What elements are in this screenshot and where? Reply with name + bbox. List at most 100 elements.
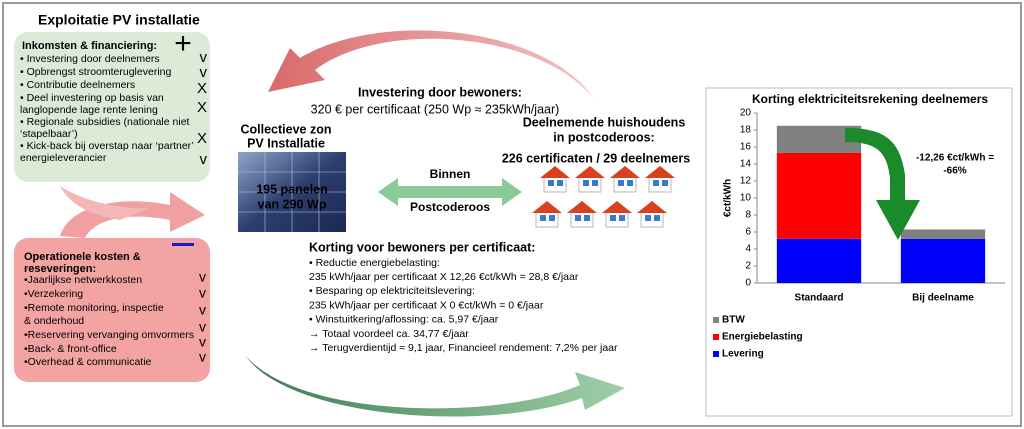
- legend-swatch: [713, 334, 719, 340]
- house-roof: [532, 201, 562, 213]
- households-title: in postcoderoos:: [553, 130, 654, 144]
- bar-segment: [900, 229, 986, 239]
- discount-title: Korting voor bewoners per certificaat:: [309, 240, 535, 254]
- house-window: [645, 215, 651, 221]
- income-item: • Kick-back bij overstap naar ‘partner’: [20, 140, 194, 152]
- x-tick-label: Standaard: [795, 293, 844, 304]
- panel-grid: [238, 152, 346, 232]
- exchange-top: Binnen: [430, 167, 471, 181]
- income-item: • Investering door deelnemers: [20, 53, 160, 65]
- costs-item: •Reservering vervanging omvormers: [24, 329, 194, 341]
- house-window: [662, 180, 668, 186]
- income-heading: Inkomsten & financiering:: [22, 40, 157, 52]
- legend-label: Levering: [722, 349, 764, 360]
- house-window: [548, 180, 554, 186]
- discount-line: 235 kWh/jaar per certificaat X 12,26 €ct…: [309, 271, 579, 283]
- income-mark: X: [197, 80, 207, 97]
- house-window: [584, 215, 590, 221]
- costs-heading: Operationele kosten &: [24, 251, 141, 263]
- discount-line: 235 kWh/jaar per certificaat X 0 €ct/kWh…: [309, 299, 544, 311]
- y-tick-label: 0: [745, 278, 751, 289]
- investment-title: Investering door bewoners:: [358, 85, 522, 99]
- income-mark: v: [200, 151, 208, 168]
- house-window: [654, 215, 660, 221]
- income-box: [14, 32, 210, 182]
- investment-text: 320 € per certificaat (250 Wp ≈ 235kWh/j…: [311, 102, 560, 116]
- income-mark: v: [200, 64, 208, 81]
- bar-segment: [900, 238, 986, 283]
- y-tick-label: 20: [740, 108, 752, 119]
- house-roof: [610, 166, 640, 178]
- house-window: [583, 180, 589, 186]
- income-item: • Deel investering op basis van: [20, 92, 164, 104]
- costs-mark: v: [199, 302, 206, 318]
- legend-label: Energiebelasting: [722, 332, 803, 343]
- costs-heading: reseveringen:: [24, 263, 96, 275]
- income-item: langlopende lage rente lening: [20, 104, 158, 116]
- costs-mark: v: [199, 285, 206, 301]
- house-roof: [645, 166, 675, 178]
- exchange-arrow: [378, 178, 522, 206]
- households-title: Deelnemende huishoudens: [523, 115, 686, 129]
- minus-sign: [172, 243, 194, 246]
- y-tick-label: 12: [740, 176, 752, 187]
- house-window: [619, 215, 625, 221]
- discount-line: → Terugverdientijd ≈ 9,1 jaar, Financiee…: [309, 342, 618, 354]
- costs-mark: v: [199, 349, 206, 365]
- panel-label: 195 panelen: [256, 182, 328, 196]
- costs-mark: v: [199, 269, 206, 285]
- discount-line: → Totaal voordeel ca. 34,77 €/jaar: [309, 328, 469, 340]
- house-roof: [540, 166, 570, 178]
- income-mark: X: [197, 130, 207, 147]
- legend-label: BTW: [722, 315, 745, 326]
- house-window: [627, 180, 633, 186]
- income-item: • Contributie deelnemers: [20, 79, 135, 91]
- exchange-bottom: Postcoderoos: [410, 200, 490, 214]
- costs-item: •Jaarlijkse netwerkkosten: [24, 274, 142, 286]
- loop-arrow-tail: [60, 186, 150, 220]
- house-window: [549, 215, 555, 221]
- house-window: [592, 180, 598, 186]
- households-count: 226 certificaten / 29 deelnemers: [502, 151, 690, 165]
- costs-item: & onderhoud: [24, 315, 84, 327]
- reduction-arrow: [845, 128, 920, 240]
- income-mark: v: [200, 49, 208, 66]
- title: Exploitatie PV installatie: [38, 12, 200, 28]
- y-tick-label: 18: [740, 125, 752, 136]
- y-tick-label: 10: [740, 193, 752, 204]
- return-arrow: [245, 355, 625, 417]
- installation-title: PV Installatie: [247, 136, 325, 150]
- installation-title: Collectieve zon: [241, 122, 332, 136]
- house-window: [618, 180, 624, 186]
- panel-label: van 290 Wp: [258, 197, 327, 211]
- costs-box: [14, 238, 210, 382]
- costs-item: •Overhead & communicatie: [24, 356, 152, 368]
- house-roof: [575, 166, 605, 178]
- income-item: • Opbrengst stroomteruglevering: [20, 66, 171, 78]
- costs-item: •Remote monitoring, inspectie: [24, 302, 164, 314]
- discount-line: • Reductie energiebelasting:: [309, 257, 440, 269]
- costs-item: •Verzekering: [24, 288, 83, 300]
- y-axis-label: €ct/kWh: [723, 179, 734, 217]
- investment-arrow: [268, 30, 595, 100]
- y-tick-label: 6: [745, 227, 751, 238]
- bar-segment: [776, 238, 862, 283]
- house-window: [540, 215, 546, 221]
- annotation: -66%: [943, 166, 966, 177]
- plus-sign: +: [174, 27, 192, 60]
- legend-swatch: [713, 351, 719, 357]
- discount-line: • Winstuitkering/aflossing: ca. 5,97 €/j…: [309, 314, 499, 326]
- house-window: [575, 215, 581, 221]
- y-tick-label: 4: [745, 244, 751, 255]
- y-tick-label: 2: [745, 261, 751, 272]
- legend-swatch: [713, 317, 719, 323]
- costs-item: •Back- & front-office: [24, 343, 117, 355]
- y-tick-label: 16: [740, 142, 752, 153]
- house-window: [653, 180, 659, 186]
- income-item: ‘stapelbaar’): [20, 128, 78, 140]
- house-roof: [567, 201, 597, 213]
- income-item: • Regionale subsidies (nationale niet: [20, 116, 190, 128]
- x-tick-label: Bij deelname: [912, 293, 974, 304]
- house-window: [557, 180, 563, 186]
